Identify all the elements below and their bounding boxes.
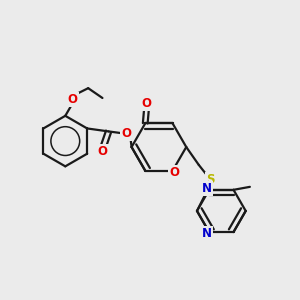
Text: O: O: [122, 127, 131, 140]
Text: N: N: [202, 182, 212, 195]
Text: O: O: [68, 93, 78, 106]
Text: O: O: [142, 97, 152, 110]
Text: O: O: [98, 145, 108, 158]
Text: S: S: [206, 172, 214, 186]
Text: O: O: [169, 166, 179, 179]
Text: N: N: [202, 227, 212, 240]
